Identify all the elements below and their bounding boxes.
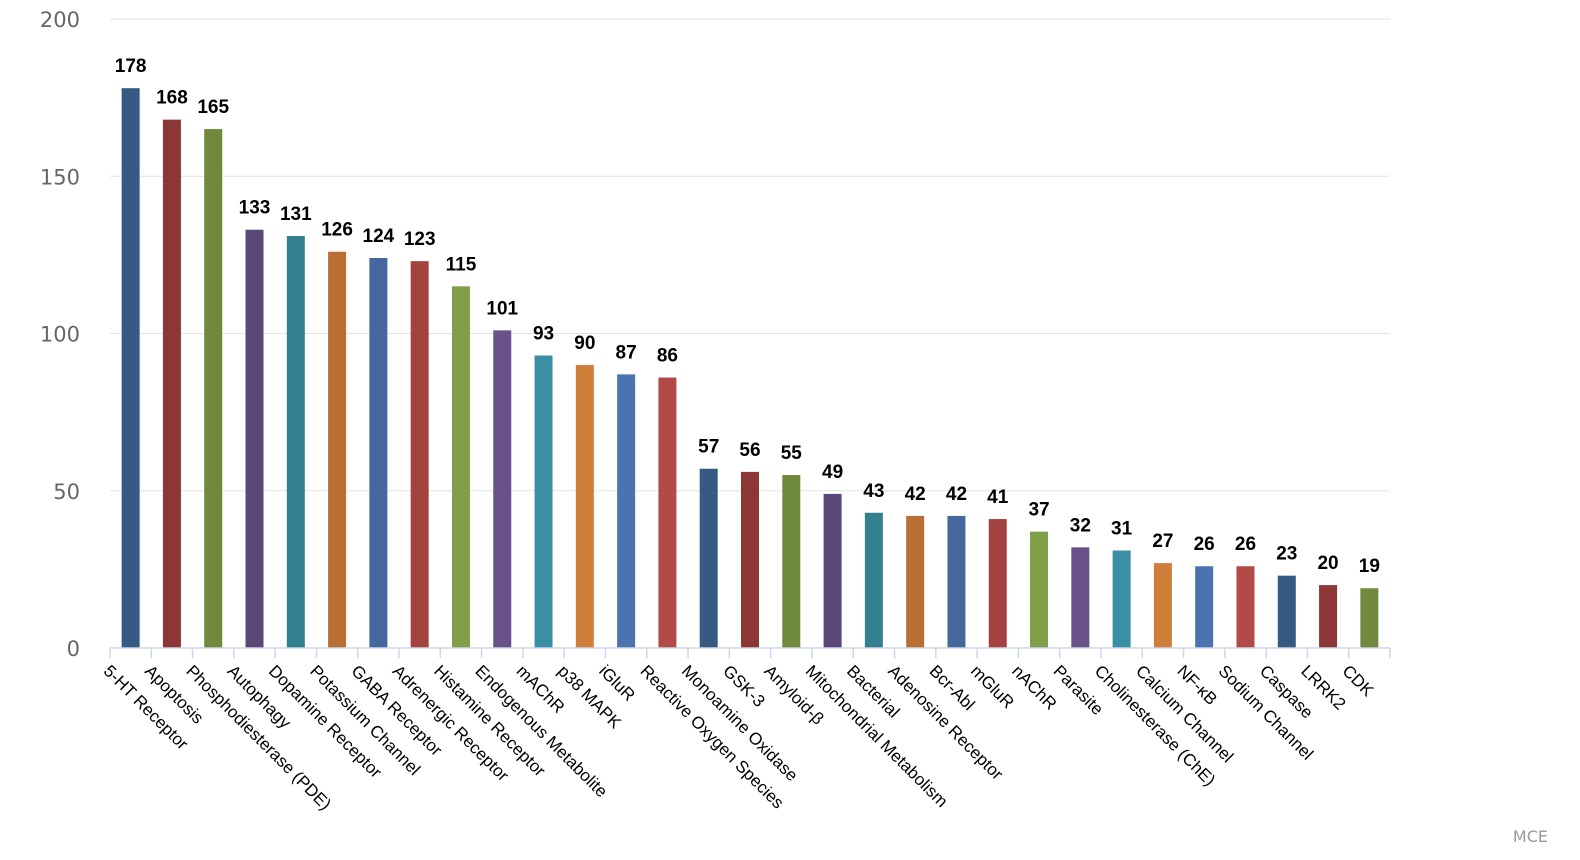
bar [204, 129, 223, 648]
data-labels: 178 168 165 133 131 126 124 123 115 101 93 90 87 86 57… [115, 56, 1380, 577]
bar [1030, 531, 1049, 648]
bar [575, 364, 594, 648]
bar [617, 374, 636, 648]
data-label: 168 [156, 88, 188, 109]
data-label: 37 [1028, 500, 1049, 521]
bar [1236, 566, 1255, 648]
bar [988, 519, 1007, 648]
bar [286, 236, 305, 648]
data-label: 26 [1194, 534, 1215, 555]
y-tick-label: 50 [53, 480, 80, 504]
x-tick-label: nAChR [1008, 661, 1060, 713]
data-label: 26 [1235, 534, 1256, 555]
bar [493, 330, 512, 648]
bar [823, 493, 842, 648]
data-label: 165 [197, 97, 229, 118]
data-label: 27 [1152, 531, 1173, 552]
credit-label: MCE [1513, 827, 1548, 846]
y-tick-label: 150 [40, 165, 80, 189]
data-label: 123 [404, 229, 436, 250]
bar [782, 475, 801, 648]
data-label: 49 [822, 462, 843, 483]
data-label: 86 [657, 346, 678, 367]
bar [741, 471, 759, 648]
bar [245, 229, 264, 648]
data-label: 90 [574, 333, 595, 354]
bar [864, 512, 883, 648]
y-tick-label: 200 [40, 8, 80, 32]
bar [906, 515, 925, 648]
bar [369, 258, 388, 648]
data-label: 124 [363, 226, 395, 247]
data-label: 56 [739, 440, 760, 461]
bar [410, 261, 429, 648]
data-label: 23 [1276, 544, 1297, 565]
data-label: 19 [1359, 556, 1380, 577]
bars [121, 88, 1379, 649]
data-label: 43 [863, 481, 884, 502]
bar [451, 286, 470, 648]
data-label: 178 [115, 56, 147, 77]
data-label: 87 [616, 342, 637, 363]
y-axis-labels: 0 50 100 150 200 [40, 8, 80, 661]
data-label: 31 [1111, 519, 1133, 540]
data-label: 20 [1317, 553, 1338, 574]
y-tick-label: 100 [40, 323, 80, 347]
bar [1360, 588, 1379, 648]
data-label: 41 [987, 487, 1009, 508]
data-label: 57 [698, 437, 719, 458]
bar [1071, 547, 1090, 648]
x-axis-labels: 5-HT ReceptorApoptosisPhosphodiesterase … [100, 661, 1378, 813]
bar [1112, 550, 1131, 648]
bar [121, 88, 140, 648]
data-label: 42 [946, 484, 967, 505]
data-label: 55 [781, 443, 803, 464]
data-label: 42 [905, 484, 926, 505]
data-label: 101 [486, 298, 518, 319]
bar [1277, 575, 1296, 648]
data-label: 93 [533, 324, 554, 345]
bar [947, 515, 966, 648]
bar [1319, 585, 1338, 648]
bar [162, 119, 181, 648]
data-label: 133 [239, 198, 271, 219]
bar [699, 468, 718, 648]
bar [328, 251, 347, 649]
bar [534, 355, 553, 648]
data-label: 126 [321, 220, 353, 241]
data-label: 131 [280, 204, 312, 225]
y-tick-label: 0 [67, 637, 80, 661]
data-label: 115 [446, 254, 477, 275]
bar [1195, 566, 1214, 648]
x-axis-ticks [109, 648, 1391, 658]
bar [658, 377, 677, 648]
bar [1153, 563, 1172, 648]
data-label: 32 [1070, 515, 1091, 536]
